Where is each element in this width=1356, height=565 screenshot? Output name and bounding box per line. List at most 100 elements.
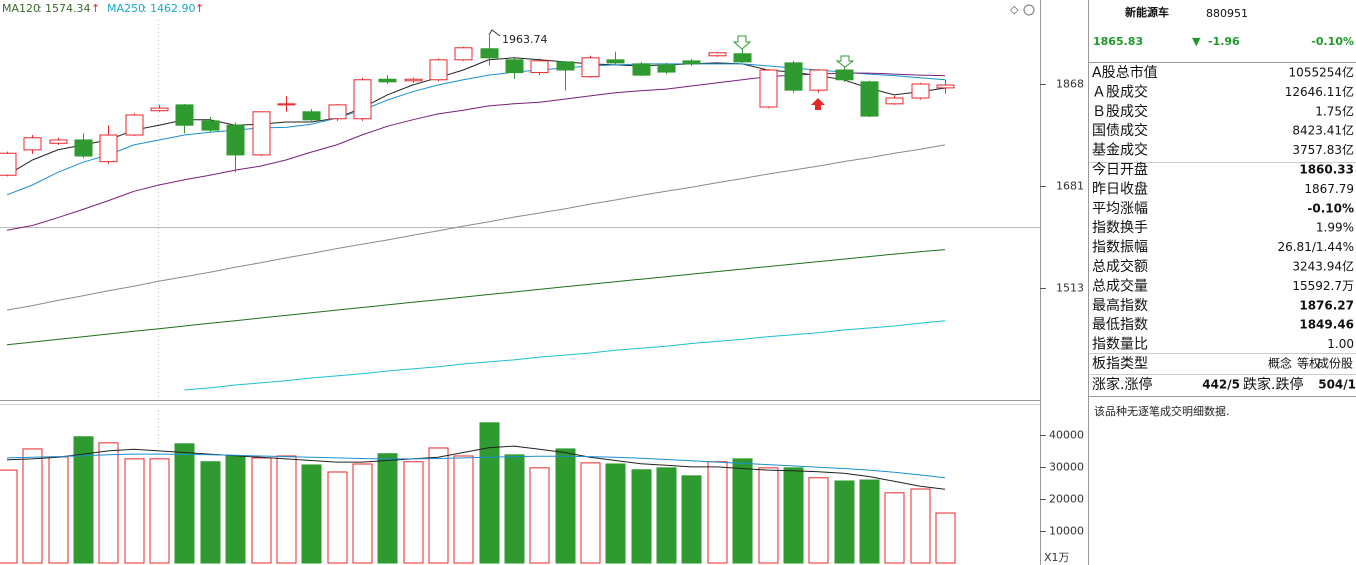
trend-arrow: ↑ bbox=[195, 2, 204, 15]
candle-body bbox=[201, 120, 220, 131]
candle-body bbox=[49, 139, 68, 144]
candle-body bbox=[404, 78, 423, 82]
stat-label: 总成交额 bbox=[1092, 258, 1148, 275]
y-tick-label: 1681 bbox=[1056, 180, 1084, 193]
volume-bar bbox=[808, 477, 829, 564]
volume-bar bbox=[935, 512, 956, 564]
candle-body bbox=[226, 124, 245, 156]
volume-bar bbox=[605, 463, 626, 564]
legend-sep: : bbox=[38, 2, 42, 15]
volume-bar bbox=[251, 457, 272, 564]
tag[interactable]: 等权 bbox=[1297, 357, 1321, 371]
candle-body bbox=[809, 69, 828, 91]
stat-label: 指数换手 bbox=[1092, 219, 1148, 236]
volume-bar bbox=[529, 467, 550, 564]
stat-value: 1876.27 bbox=[1299, 298, 1354, 312]
candle-body bbox=[150, 107, 169, 112]
candle-body bbox=[429, 59, 448, 81]
stat-label: 平均涨幅 bbox=[1092, 201, 1148, 217]
stat-label: 涨家.涨停 bbox=[1092, 376, 1152, 393]
ma-line bbox=[6, 144, 946, 311]
tag[interactable]: 概念 bbox=[1268, 356, 1292, 371]
stat-label: 总成交量 bbox=[1092, 277, 1148, 294]
stat-value: -0.10% bbox=[1307, 201, 1354, 215]
candle-body bbox=[936, 84, 955, 89]
stat-label: 最低指数 bbox=[1092, 317, 1148, 333]
y-tick-label: 10000 bbox=[1049, 525, 1084, 538]
stat-value: 1.75亿 bbox=[1315, 103, 1354, 118]
candle-body bbox=[759, 69, 778, 108]
sell-signal bbox=[835, 55, 855, 68]
candle-body bbox=[125, 114, 144, 136]
stat-value: 1.99% bbox=[1316, 221, 1354, 235]
volume-bar bbox=[301, 464, 322, 564]
stat-label: 今日开盘 bbox=[1092, 161, 1148, 178]
volume-bar bbox=[479, 422, 500, 564]
y-tick-label: 1868 bbox=[1056, 78, 1084, 91]
volume-bar bbox=[200, 461, 221, 564]
volume-bar bbox=[859, 479, 880, 564]
volume-bar bbox=[48, 456, 69, 564]
volume-bar bbox=[656, 467, 677, 564]
legend-value: 1574.34 bbox=[45, 2, 91, 15]
stat-label: 指数量比 bbox=[1092, 337, 1148, 353]
stat-label: 昨日收盘 bbox=[1092, 180, 1148, 197]
stat-value: 12646.11亿 bbox=[1285, 84, 1354, 99]
stat-label: 指数振幅 bbox=[1092, 240, 1148, 256]
stat-label: Ａ股成交 bbox=[1092, 83, 1148, 100]
volume-bar bbox=[884, 492, 905, 564]
volume-bar bbox=[555, 448, 576, 564]
volume-bar bbox=[327, 471, 348, 564]
candle-body bbox=[74, 139, 93, 157]
candle-body bbox=[454, 47, 473, 61]
candle-body bbox=[784, 62, 803, 91]
stat-value: 26.81/1.44% bbox=[1277, 240, 1354, 254]
volume-bar bbox=[758, 467, 779, 564]
instrument-name: 新能源车 bbox=[1125, 5, 1169, 19]
candle-body bbox=[328, 104, 347, 120]
stat-value: 504/1 bbox=[1318, 378, 1356, 392]
leader-line bbox=[488, 29, 501, 37]
stat-value: 1860.33 bbox=[1299, 163, 1354, 177]
legend-value: 1462.90 bbox=[150, 2, 196, 15]
stat-label: 跌家.跌停 bbox=[1243, 376, 1303, 393]
candle-body bbox=[733, 53, 752, 63]
candle-body bbox=[99, 134, 118, 163]
ma-line bbox=[6, 249, 946, 346]
candle-body bbox=[556, 61, 575, 71]
diamond-icon[interactable]: ◇ bbox=[1010, 3, 1019, 16]
instrument-code: 880951 bbox=[1206, 7, 1248, 20]
circle-icon[interactable] bbox=[1023, 4, 1035, 16]
candle-body bbox=[530, 60, 549, 74]
stat-label: A股总市值 bbox=[1092, 64, 1158, 81]
candle-body bbox=[860, 81, 879, 117]
stat-value: 1867.79 bbox=[1304, 182, 1354, 196]
unit-label: X1万 bbox=[1044, 551, 1070, 564]
stat-value: 1055254亿 bbox=[1289, 65, 1354, 80]
stat-label: 最高指数 bbox=[1092, 297, 1148, 314]
price: 1865.83 bbox=[1093, 35, 1143, 48]
y-tick-label: 30000 bbox=[1049, 461, 1084, 474]
candle-body bbox=[175, 104, 194, 126]
volume-bar bbox=[352, 463, 373, 564]
volume-bar bbox=[783, 467, 804, 564]
candle-body bbox=[606, 59, 625, 64]
stat-value: 8423.41亿 bbox=[1292, 123, 1354, 138]
volume-bar bbox=[124, 458, 145, 564]
volume-bar bbox=[377, 453, 398, 564]
ma-line bbox=[184, 320, 946, 391]
stat-label: 板指类型 bbox=[1092, 356, 1148, 372]
volume-ma-line bbox=[6, 445, 946, 490]
change: -1.96 bbox=[1208, 35, 1240, 48]
volume-bar bbox=[149, 458, 170, 564]
candle-body bbox=[885, 97, 904, 105]
tag[interactable]: 成份股 bbox=[1317, 357, 1353, 371]
volume-bar bbox=[98, 442, 119, 564]
volume-bar bbox=[580, 462, 601, 564]
max-label: 1963.74 bbox=[502, 33, 548, 46]
candle-body bbox=[632, 63, 651, 76]
volume-bar bbox=[0, 469, 18, 564]
candle-body bbox=[911, 83, 930, 99]
volume-bar bbox=[22, 448, 43, 564]
